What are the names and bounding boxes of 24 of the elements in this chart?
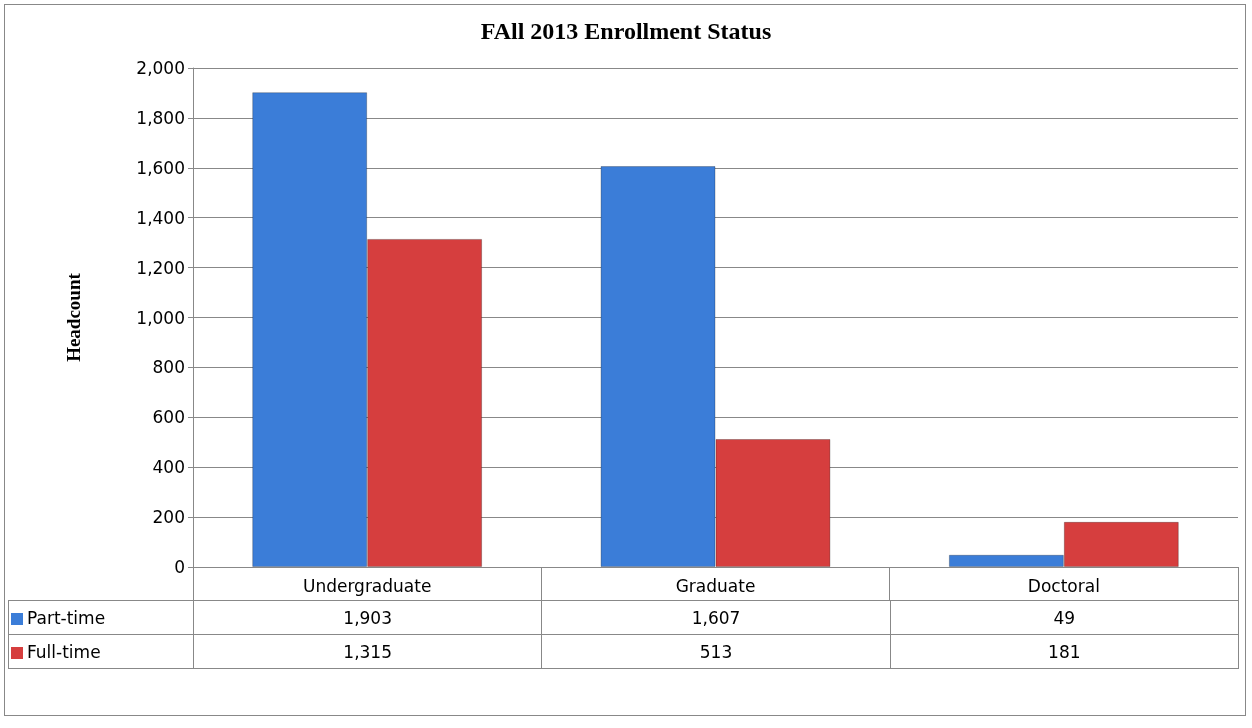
legend-label: Full-time [8,634,194,669]
data-label: 49 [890,600,1239,635]
data-label: 1,315 [193,634,542,669]
y-tick-label: 1,400 [136,207,185,228]
y-tick-label: 1,000 [136,307,185,328]
chart-title: FAll 2013 Enrollment Status [480,18,772,44]
x-tick-label: Undergraduate [302,575,432,596]
data-label: 1,903 [193,600,542,635]
y-tick-label: 2,000 [136,58,185,78]
x-tick-label: Doctoral [1027,575,1100,596]
y-tick-label: 600 [152,407,185,428]
y-tick-label: 1,200 [136,257,185,278]
legend-label: Part-time [8,600,194,635]
y-tick-label: 800 [152,357,185,378]
y-axis-title: Headcount [63,272,84,362]
data-label: 513 [541,634,891,669]
y-tick-label: 400 [152,457,185,478]
data-label: 1,607 [541,600,891,635]
y-tick-label: 0 [174,557,185,577]
y-tick-label: 1,800 [136,107,185,128]
x-tick-label: Graduate [675,575,756,596]
y-tick-label: 1,600 [136,157,185,178]
y-tick-label: 200 [152,507,185,528]
data-label: 181 [890,634,1239,669]
